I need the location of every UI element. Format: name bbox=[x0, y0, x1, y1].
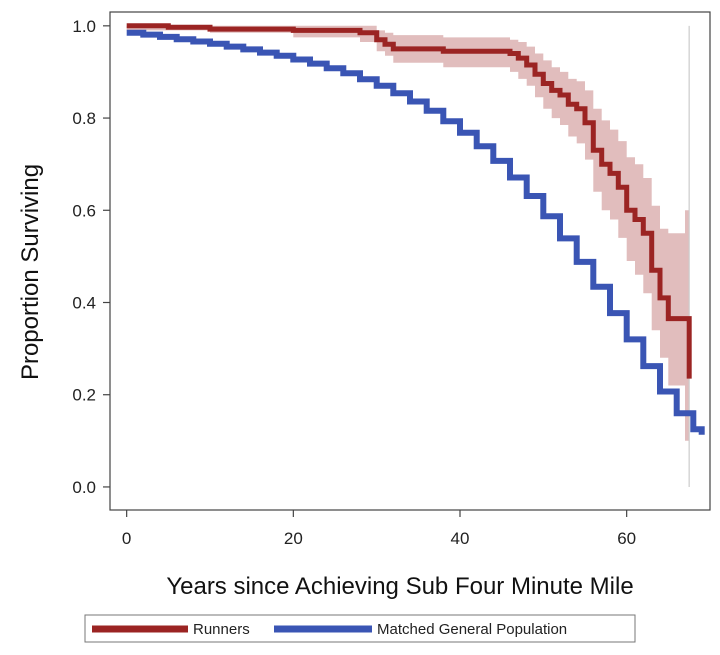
y-axis-ticks: 0.0 0.2 0.4 0.6 0.8 1.0 bbox=[72, 17, 110, 497]
series-layer bbox=[126, 23, 705, 435]
legend-label-general-population: Matched General Population bbox=[377, 621, 567, 638]
legend-label-runners: Runners bbox=[193, 621, 250, 638]
legend: Runners Matched General Population bbox=[84, 614, 636, 643]
runners-confidence-band-layer bbox=[126, 25, 690, 487]
y-tick-label: 0.2 bbox=[72, 386, 96, 405]
x-axis-title: Years since Achieving Sub Four Minute Mi… bbox=[166, 573, 633, 600]
y-axis-title: Proportion Surviving bbox=[17, 164, 44, 380]
general-population-line bbox=[126, 29, 705, 435]
y-tick-label: 1.0 bbox=[72, 17, 96, 36]
x-tick-label: 0 bbox=[122, 529, 131, 548]
x-tick-label: 20 bbox=[284, 529, 303, 548]
x-tick-label: 60 bbox=[617, 529, 636, 548]
plot-frame bbox=[109, 11, 711, 511]
runners-line bbox=[126, 23, 692, 379]
x-axis-ticks: 0 20 40 60 bbox=[122, 510, 636, 548]
runners-confidence-band bbox=[126, 25, 690, 441]
y-tick-label: 0.6 bbox=[72, 201, 96, 220]
y-tick-label: 0.0 bbox=[72, 478, 96, 497]
x-tick-label: 40 bbox=[451, 529, 470, 548]
y-tick-label: 0.8 bbox=[72, 109, 96, 128]
y-tick-label: 0.4 bbox=[72, 294, 96, 313]
